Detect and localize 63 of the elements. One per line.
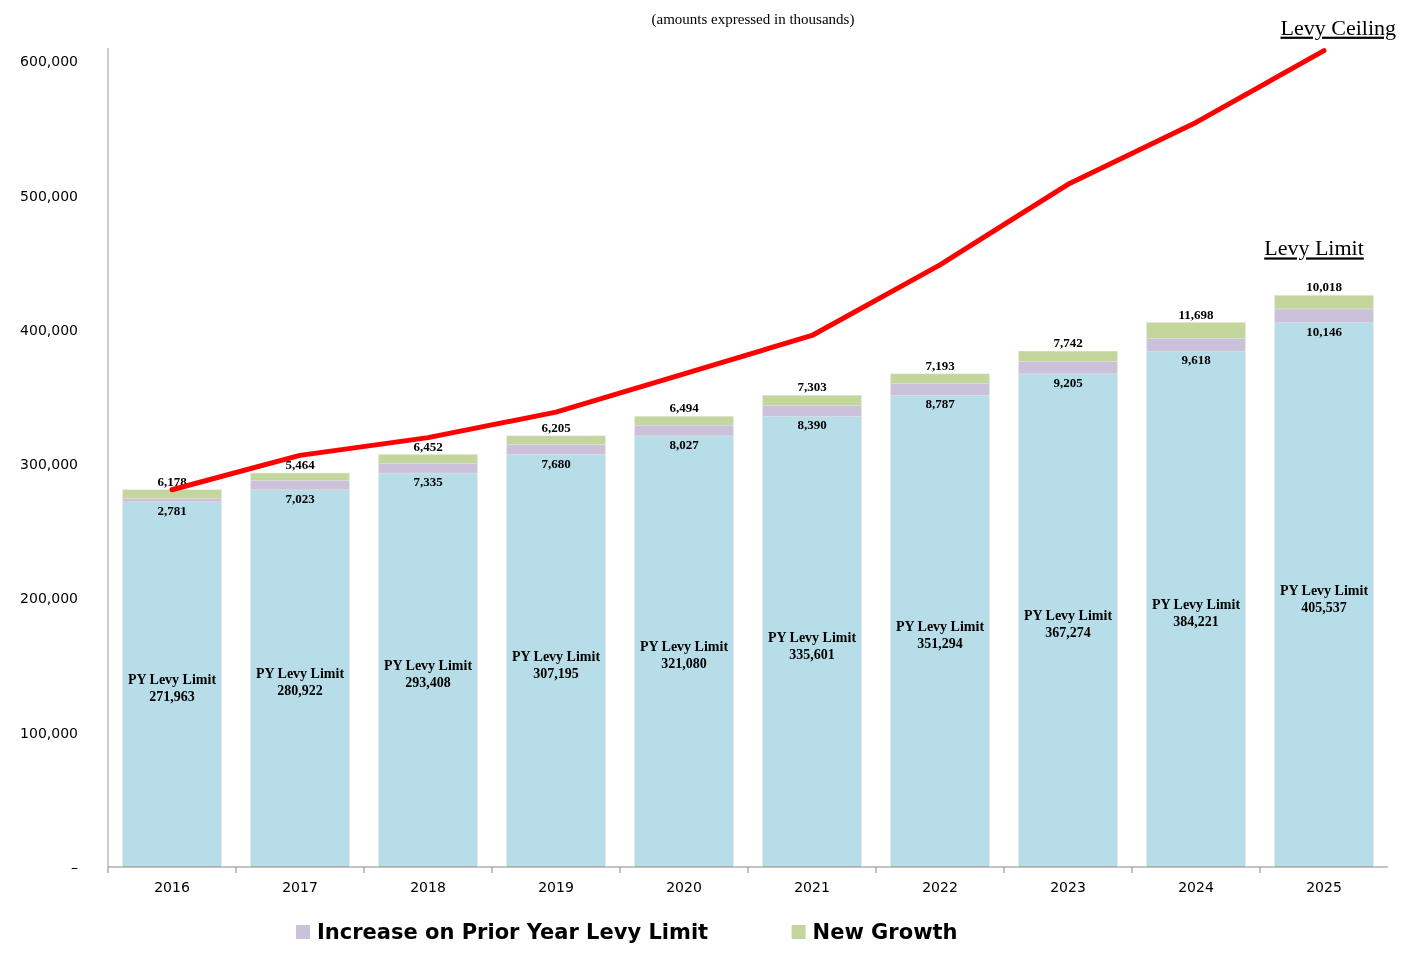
series-label: PY Levy Limit <box>511 648 601 664</box>
legend-label: Increase on Prior Year Levy Limit <box>317 920 709 944</box>
data-label: 9,205 <box>1053 374 1084 390</box>
legend-label: New Growth <box>812 920 958 944</box>
data-label: 9,618 <box>1181 352 1212 368</box>
series-label: Levy Ceiling <box>1280 14 1396 40</box>
text: PY Levy Limit <box>895 619 985 635</box>
annotation: Levy Limit <box>1264 235 1364 261</box>
data-label: 293,408 <box>405 675 451 691</box>
data-label: 7,303 <box>797 379 828 395</box>
x-tick-label: 2024 <box>1178 879 1214 895</box>
data-label: 7,680 <box>541 455 571 471</box>
data-label: 307,195 <box>533 665 579 681</box>
data-label: 6,494 <box>669 400 700 416</box>
data-label: 8,027 <box>669 436 700 452</box>
x-tick-label: 2025 <box>1306 879 1342 895</box>
data-label: 351,294 <box>917 636 963 652</box>
data-label: 2,781 <box>157 502 187 518</box>
bar <box>122 489 222 499</box>
bar <box>122 501 222 868</box>
data-label: 7,023 <box>285 490 316 506</box>
x-tick-label: 2022 <box>922 879 958 895</box>
x-tick-label: 2016 <box>154 879 190 895</box>
y-tick-label: 300,000 <box>20 456 78 473</box>
data-label: 6,205 <box>541 419 572 435</box>
text: PY Levy Limit <box>127 672 217 688</box>
x-tick-label: 2021 <box>794 879 830 895</box>
y-tick-label: – <box>71 859 78 875</box>
data-label: 8,390 <box>797 417 827 433</box>
data-label: 7,335 <box>413 474 444 490</box>
data-label: 5,464 <box>285 457 316 473</box>
y-tick-label: 400,000 <box>20 321 78 338</box>
data-label: 367,274 <box>1045 625 1091 641</box>
data-label: 271,963 <box>149 689 195 705</box>
text: PY Levy Limit <box>639 639 729 655</box>
y-tick-label: 200,000 <box>20 590 78 607</box>
text: PY Levy Limit <box>255 666 345 682</box>
x-tick-label: 2017 <box>282 879 318 895</box>
x-tick-label: 2020 <box>666 879 702 895</box>
text: PY Levy Limit <box>767 629 857 645</box>
data-label: 7,193 <box>925 357 956 373</box>
y-tick-label: 500,000 <box>20 187 78 204</box>
text: PY Levy Limit <box>1023 608 1113 624</box>
data-label: 280,922 <box>277 683 323 699</box>
y-tick-label: 600,000 <box>20 53 78 70</box>
data-label: 6,452 <box>413 438 443 454</box>
data-label: 7,742 <box>1053 335 1083 351</box>
data-label: 10,018 <box>1306 279 1343 295</box>
chart-subtitle: (amounts expressed in thousands) <box>651 11 855 28</box>
data-label: 8,787 <box>925 396 956 412</box>
text: PY Levy Limit <box>1151 597 1241 613</box>
data-label: 335,601 <box>789 646 835 662</box>
data-label: 405,537 <box>1301 599 1347 615</box>
data-label: 384,221 <box>1173 614 1219 630</box>
text: PY Levy Limit <box>1279 582 1369 598</box>
x-tick-label: 2018 <box>410 879 446 895</box>
text: PY Levy Limit <box>383 658 473 674</box>
data-label: 11,698 <box>1178 306 1215 322</box>
data-label: 321,080 <box>661 656 707 672</box>
x-tick-label: 2019 <box>538 879 574 895</box>
y-tick-label: 100,000 <box>20 724 78 741</box>
data-label: 10,146 <box>1306 323 1343 339</box>
x-tick-label: 2023 <box>1050 879 1086 895</box>
